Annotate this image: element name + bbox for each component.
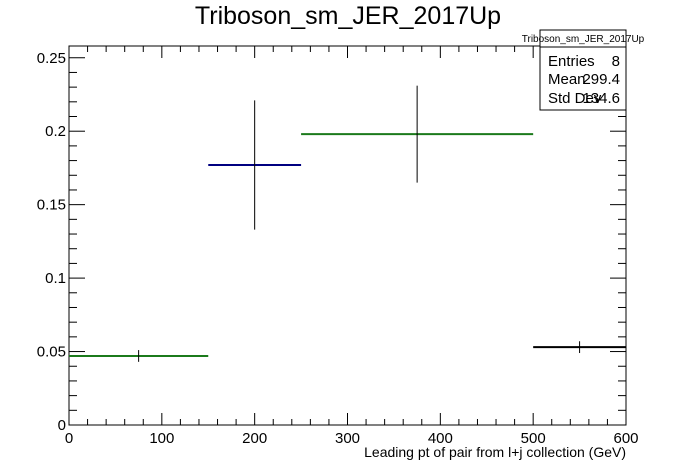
x-tick-label: 100: [149, 430, 174, 447]
x-tick-label: 0: [65, 430, 73, 447]
stats-entries-label: Entries: [548, 53, 595, 70]
chart-title: Triboson_sm_JER_2017Up: [195, 2, 501, 30]
stats-stddev-value: 134.6: [582, 90, 620, 107]
stats-mean-label: Mean: [548, 71, 586, 88]
y-tick-label: 0.2: [45, 123, 66, 140]
x-tick-label: 500: [521, 430, 546, 447]
x-tick-label: 600: [613, 430, 638, 447]
x-tick-label: 400: [428, 430, 453, 447]
x-tick-label: 300: [335, 430, 360, 447]
axis-ticks: 0 100 200 300 400 500 600 0 0.05 0.1 0.15 0.2 0.25: [37, 46, 639, 447]
y-tick-label: 0: [58, 417, 66, 434]
stats-box: Triboson_sm_JER_2017Up Entries 8 Mean 29…: [522, 29, 645, 111]
histogram-bins: [69, 85, 626, 362]
stats-box-frame: [539, 29, 627, 111]
y-tick-label: 0.1: [45, 270, 66, 287]
stats-stddev-label: Std Dev: [548, 90, 602, 107]
stats-box-title: Triboson_sm_JER_2017Up: [522, 34, 645, 45]
y-tick-label: 0.05: [37, 344, 66, 361]
x-axis-title: Leading pt of pair from l+j collection (…: [364, 444, 626, 460]
stats-mean-value: 299.4: [582, 71, 620, 88]
y-tick-label: 0.15: [37, 197, 66, 214]
y-tick-label: 0.25: [37, 50, 66, 67]
x-tick-label: 200: [242, 430, 267, 447]
stats-entries-value: 8: [612, 53, 620, 70]
